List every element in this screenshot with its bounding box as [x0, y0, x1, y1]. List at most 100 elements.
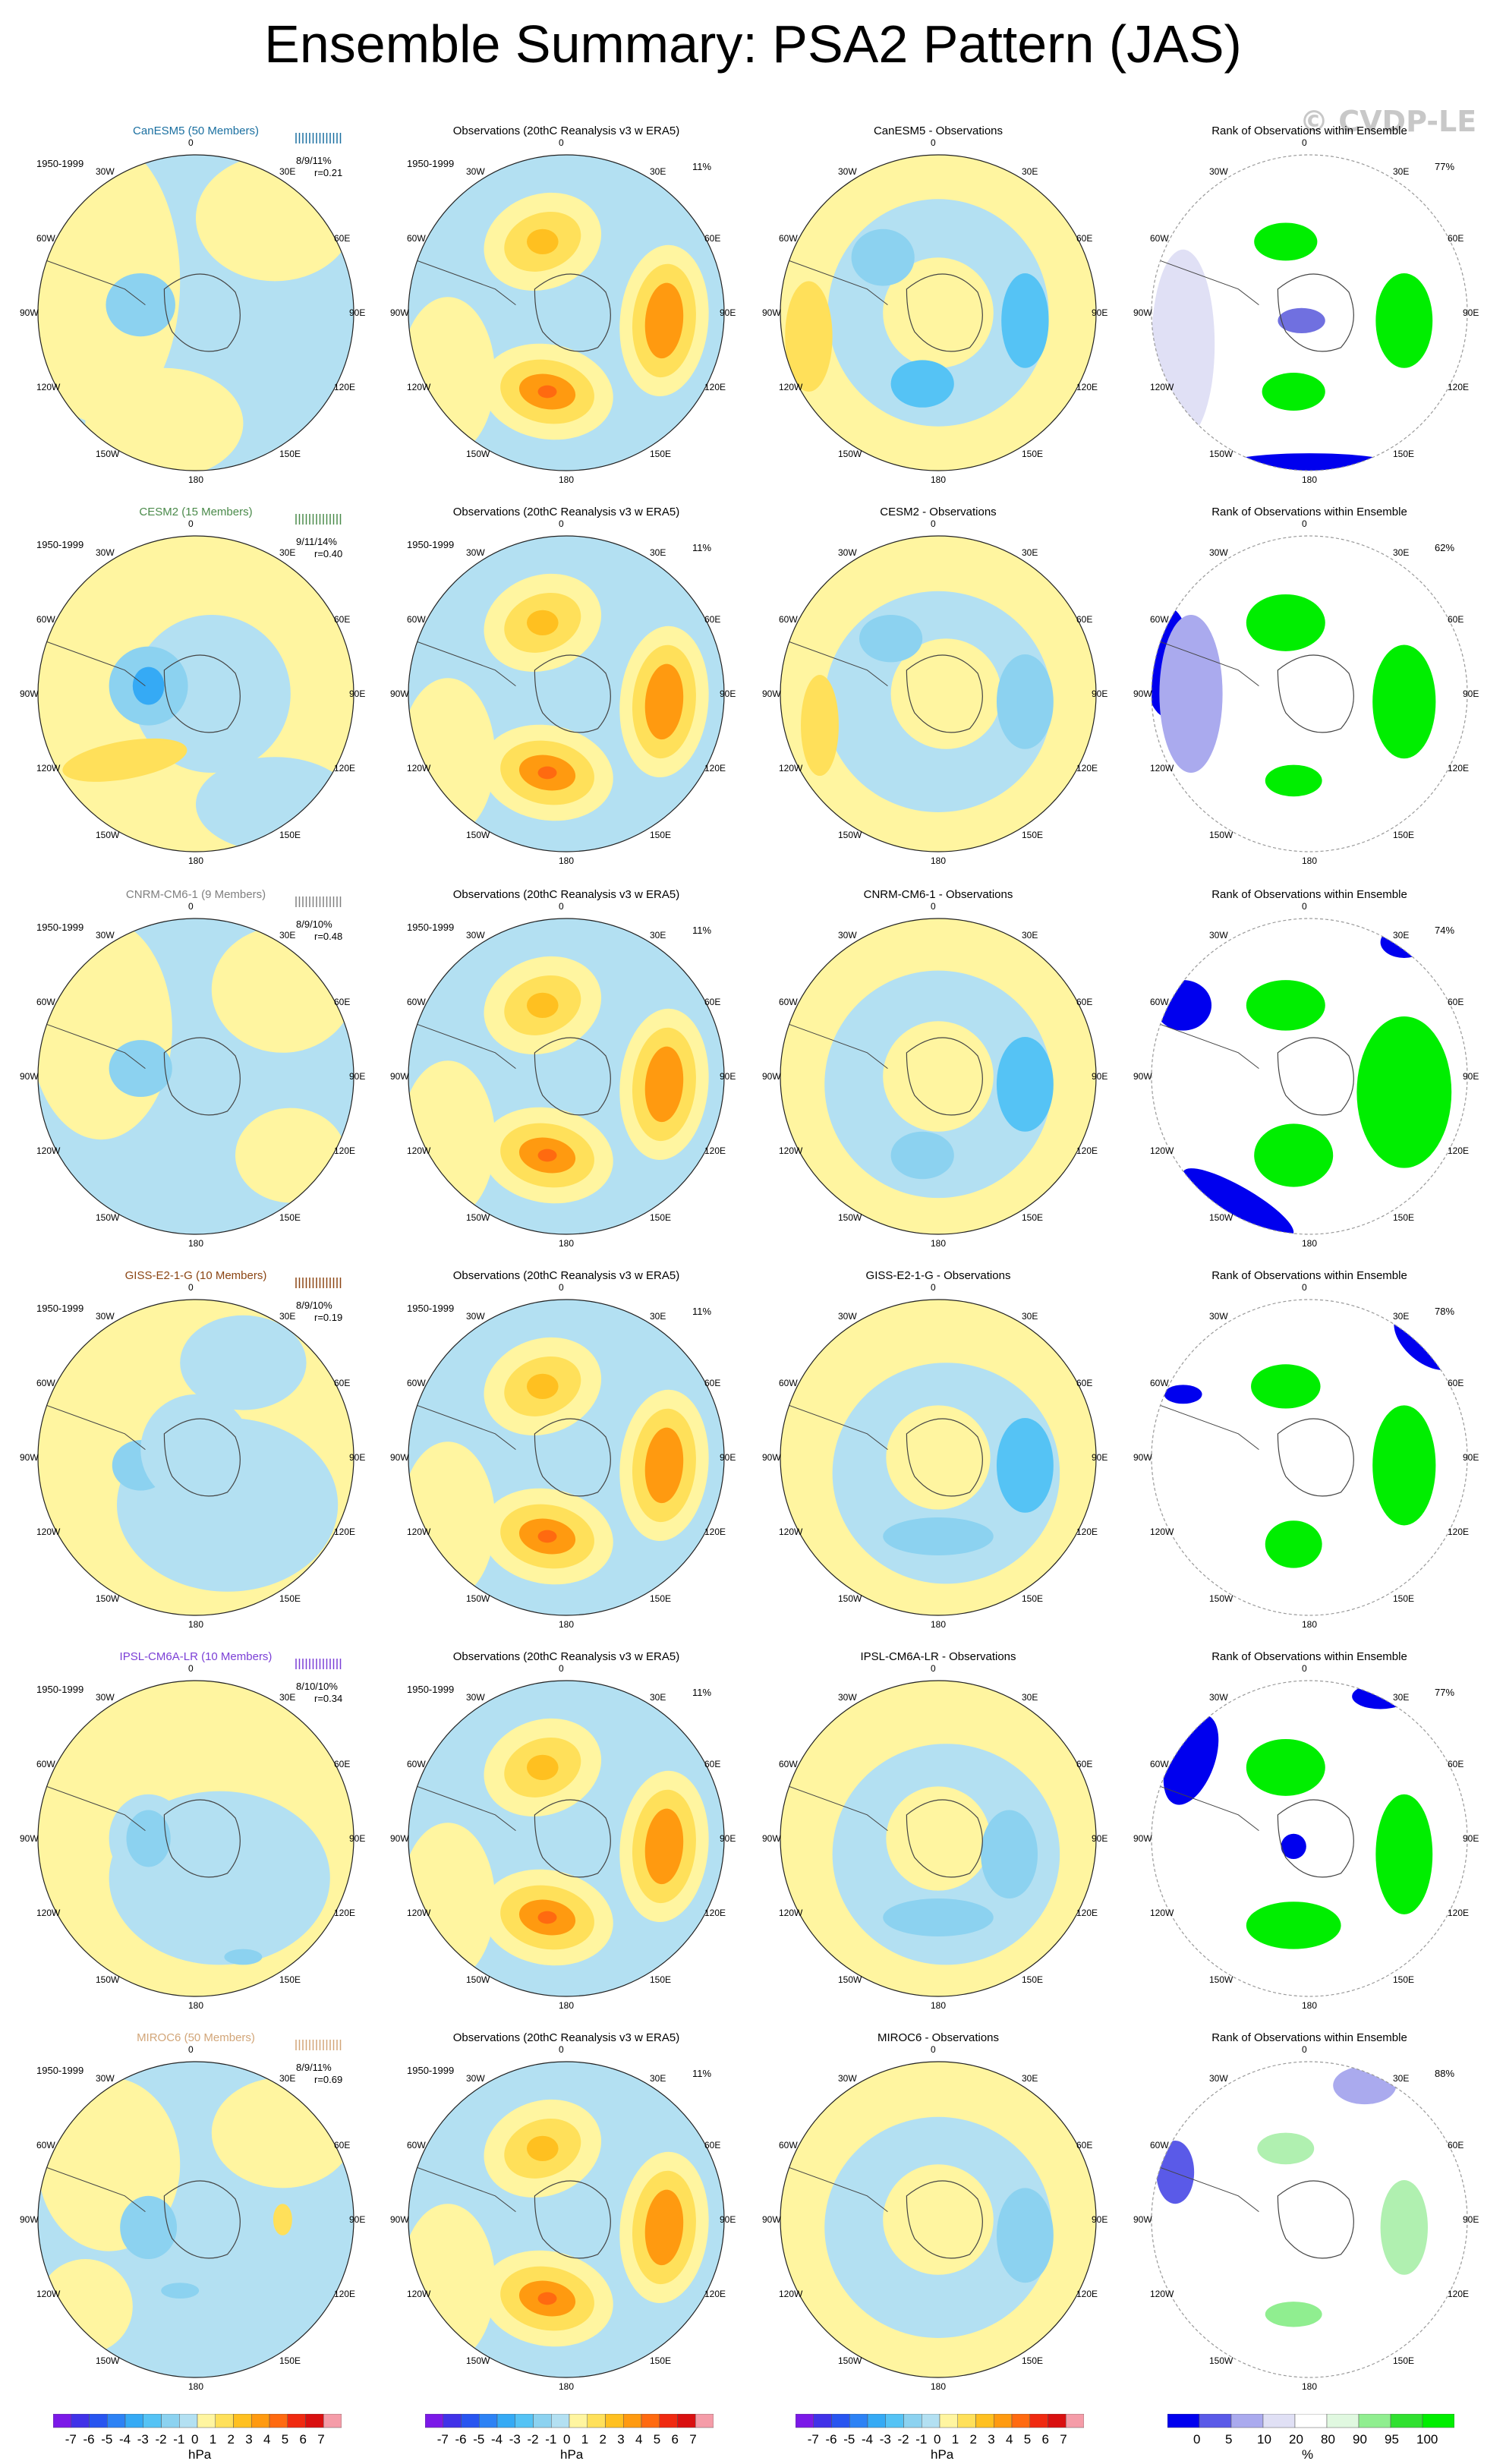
grid-label-l60: 60W: [407, 997, 426, 1007]
grid-label-top: 0: [1302, 1663, 1307, 1674]
grid-label-r120: 120E: [704, 763, 726, 774]
antarctica-coastline: [906, 654, 983, 733]
grid-label-l120: 120W: [1150, 763, 1174, 774]
grid-label-r150: 150E: [279, 2355, 301, 2366]
grid-label-r150: 150E: [1022, 1593, 1044, 1604]
grid-label-l30: 30W: [96, 1311, 115, 1322]
grid-label-l120: 120W: [407, 2289, 431, 2299]
grid-label-bottom: 180: [1302, 1238, 1318, 1249]
difference-map-row3: [780, 918, 1097, 1235]
colorbar-swatch: [994, 2414, 1013, 2428]
grid-label-l30: 30W: [466, 547, 485, 558]
contour-region: [537, 2292, 557, 2305]
grid-label-bottom: 180: [1302, 2381, 1318, 2392]
grid-label-r150: 150E: [1022, 2355, 1044, 2366]
grid-label-l30: 30W: [466, 1311, 485, 1322]
grid-label-r30: 30E: [650, 1311, 666, 1322]
colorbar-tick-label: -1: [545, 2432, 557, 2447]
grid-label-r30: 30E: [650, 1692, 666, 1703]
contour-region: [38, 918, 172, 1140]
colorbar-swatch: [813, 2414, 832, 2428]
grid-label-bottom: 180: [188, 2000, 204, 2011]
map-boundary: [37, 535, 354, 852]
grid-label-top: 0: [1302, 901, 1307, 912]
rank-title: Rank of Observations within Ensemble: [1211, 888, 1407, 901]
grid-label-l120: 120W: [36, 1145, 61, 1156]
grid-label-r120: 120E: [1448, 2289, 1470, 2299]
colorbar-swatch: [1358, 2414, 1391, 2428]
colorbar-swatch: [587, 2414, 606, 2428]
grid-label-r60: 60E: [334, 1759, 351, 1769]
grid-label-r90: 90E: [349, 1452, 366, 1463]
antarctica-coastline: [1277, 1418, 1354, 1497]
contour-region: [644, 663, 684, 740]
colorbar-tick-label: 3: [245, 2432, 253, 2447]
south-america-coastline: [1152, 1401, 1259, 1450]
grid-label-r30: 30E: [650, 547, 666, 558]
map-boundary: [37, 918, 354, 1235]
grid-label-r120: 120E: [1076, 763, 1098, 774]
contour-region: [537, 1149, 557, 1162]
grid-label-r120: 120E: [334, 382, 356, 392]
contour-region: [85, 367, 244, 471]
contour-region: [890, 638, 1002, 749]
contour-region: [883, 2164, 994, 2275]
south-america-coastline: [1152, 1020, 1259, 1069]
grid-label-r150: 150E: [279, 1974, 301, 1985]
colorbar-tick-label: 7: [689, 2432, 697, 2447]
grid-label-top: 0: [931, 137, 936, 148]
grid-label-top: 0: [931, 901, 936, 912]
period-label: 1950-1999: [407, 922, 455, 933]
grid-label-r60: 60E: [334, 997, 351, 1007]
grid-label-l60: 60W: [36, 1759, 55, 1769]
south-america-coastline: [1152, 638, 1259, 686]
grid-label-l150: 150W: [838, 1212, 862, 1223]
grid-label-l90: 90W: [390, 1071, 409, 1082]
antarctica-coastline: [163, 1037, 241, 1116]
grid-label-r90: 90E: [1463, 1071, 1479, 1082]
model-pattern-map-row6: [37, 2061, 354, 2378]
grid-label-r90: 90E: [349, 1071, 366, 1082]
contour-region: [851, 228, 915, 286]
colorbar-tick-label: 6: [299, 2432, 307, 2447]
colorbar-tick-label: -2: [527, 2432, 539, 2447]
grid-label-r90: 90E: [1092, 1071, 1108, 1082]
colorbar-tick-label: -2: [897, 2432, 909, 2447]
contour-region: [408, 2204, 496, 2362]
antarctica-coastline: [1277, 654, 1354, 733]
colorbar-swatch: [922, 2414, 940, 2428]
grid-label-l30: 30W: [466, 166, 485, 177]
grid-label-r60: 60E: [1448, 1378, 1464, 1388]
grid-label-r150: 150E: [650, 1212, 672, 1223]
grid-label-top: 0: [931, 518, 936, 529]
period-label: 1950-1999: [407, 1684, 455, 1695]
colorbar-tick-label: 3: [988, 2432, 995, 2447]
grid-label-r30: 30E: [279, 547, 296, 558]
grid-label-l120: 120W: [36, 1908, 61, 1918]
grid-label-bottom: 180: [559, 474, 575, 485]
grid-label-r150: 150E: [650, 830, 672, 840]
grid-label-r150: 150E: [1393, 830, 1415, 840]
colorbar-tick-label: 95: [1385, 2432, 1399, 2447]
difference-title: MIROC6 - Observations: [877, 2031, 1000, 2044]
rank-title: Rank of Observations within Ensemble: [1211, 2031, 1407, 2044]
colorbar-tick-label: 4: [263, 2432, 271, 2447]
grid-label-r30: 30E: [1393, 547, 1410, 558]
colorbar-swatch: [659, 2414, 678, 2428]
south-america-coastline: [38, 257, 146, 305]
grid-label-top: 0: [1302, 1282, 1307, 1293]
colorbar-swatch: [605, 2414, 624, 2428]
grid-label-top: 0: [188, 2044, 194, 2055]
grid-label-r30: 30E: [650, 166, 666, 177]
grid-label-r60: 60E: [1448, 614, 1464, 625]
antarctica-coastline: [906, 1037, 983, 1116]
grid-label-l150: 150W: [838, 830, 862, 840]
rank-region: [1246, 980, 1325, 1031]
south-america-coastline: [408, 2163, 516, 2212]
contour-region: [996, 654, 1054, 749]
grid-label-r90: 90E: [1463, 307, 1479, 318]
grid-label-r30: 30E: [279, 166, 296, 177]
grid-label-r120: 120E: [704, 382, 726, 392]
grid-label-bottom: 180: [188, 1619, 204, 1630]
grid-label-top: 0: [1302, 2044, 1307, 2055]
